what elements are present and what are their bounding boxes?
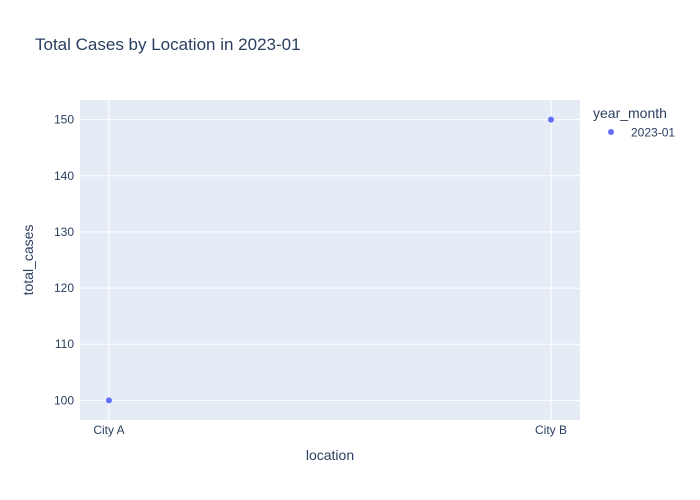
data-points[interactable] [106,116,554,404]
chart-title: Total Cases by Location in 2023-01 [35,35,301,54]
y-tick-label: 150 [54,113,74,127]
x-tick-label: City A [93,423,124,437]
legend-title: year_month [593,105,667,121]
data-point[interactable] [548,116,554,123]
x-axis-ticks: City A City B [93,423,567,437]
y-tick-label: 130 [54,225,74,239]
y-tick-label: 120 [54,281,74,295]
legend[interactable]: year_month 2023-01 [593,105,675,140]
gridlines [80,100,580,420]
legend-item-label[interactable]: 2023-01 [631,126,675,140]
y-axis-title: total_cases [20,225,36,296]
y-tick-label: 100 [54,393,74,407]
y-tick-label: 140 [54,169,74,183]
x-axis-title: location [306,447,354,463]
plot-area [80,100,580,420]
y-axis-ticks: 100 110 120 130 140 150 [54,113,74,408]
data-point[interactable] [106,397,112,404]
x-tick-label: City B [535,423,567,437]
legend-marker-icon [608,129,614,135]
y-tick-label: 110 [55,337,74,351]
